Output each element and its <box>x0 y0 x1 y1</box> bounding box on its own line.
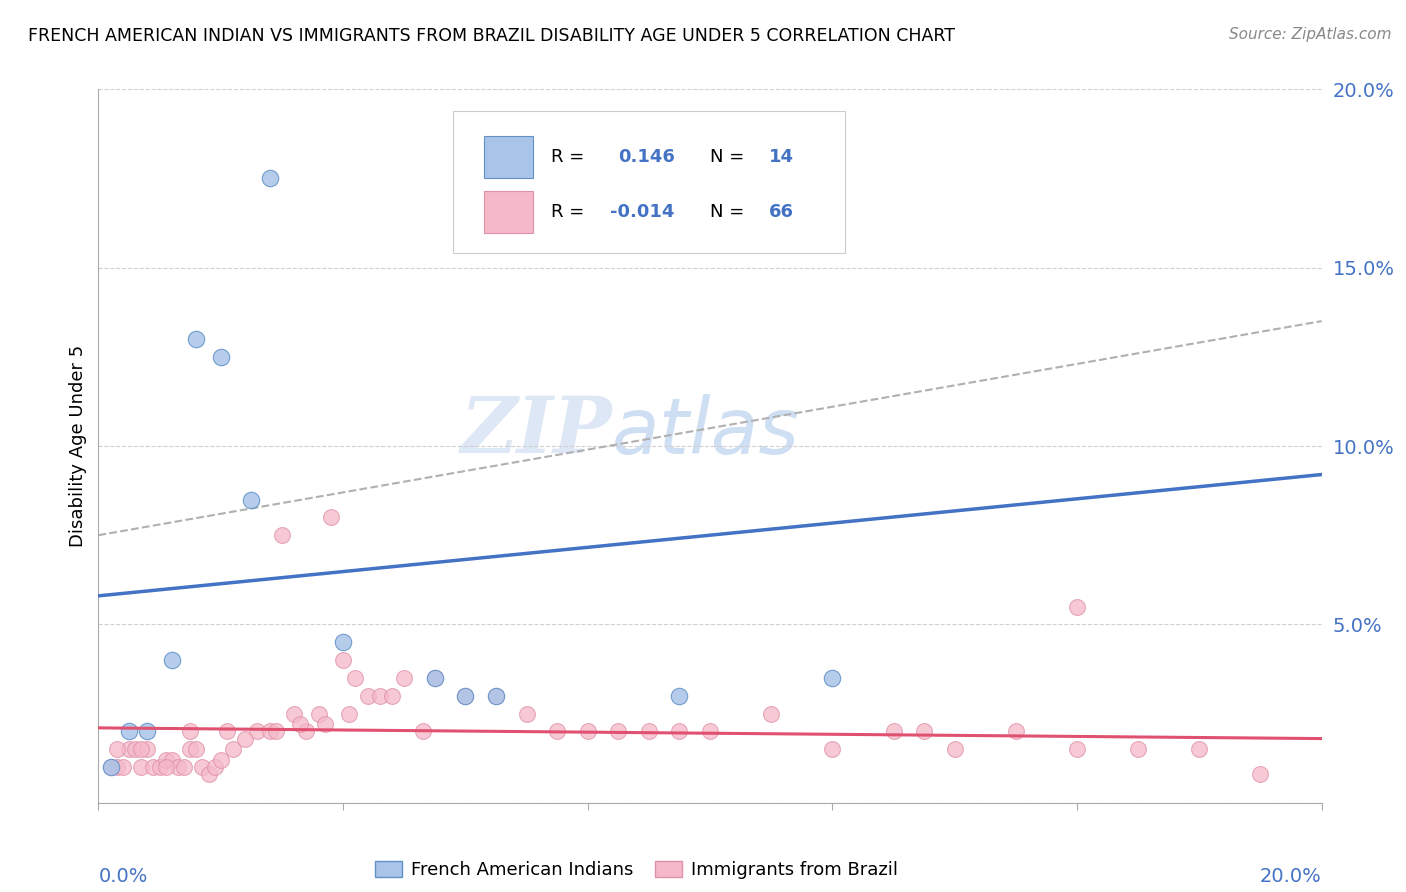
Point <box>160 653 183 667</box>
Point <box>186 742 208 756</box>
Point <box>129 742 152 756</box>
Point <box>759 706 782 721</box>
Point <box>1188 742 1211 756</box>
Point <box>668 724 690 739</box>
Point <box>392 671 416 685</box>
Point <box>1004 724 1026 739</box>
Point <box>943 742 966 756</box>
Point <box>1128 742 1150 756</box>
Point <box>546 724 568 739</box>
Point <box>381 689 404 703</box>
Bar <box>484 191 533 234</box>
Point <box>637 724 661 739</box>
Point <box>246 724 269 739</box>
Point <box>699 724 721 739</box>
Point <box>186 332 208 346</box>
Point <box>209 753 232 767</box>
Point <box>485 689 508 703</box>
Point <box>142 760 165 774</box>
Point <box>332 635 354 649</box>
Text: N =: N = <box>710 203 744 221</box>
Point <box>155 760 177 774</box>
Point <box>1066 742 1088 756</box>
Point <box>264 724 287 739</box>
Point <box>191 760 214 774</box>
Point <box>204 760 226 774</box>
Point <box>197 767 219 781</box>
Point <box>209 350 232 364</box>
Y-axis label: Disability Age Under 5: Disability Age Under 5 <box>69 345 87 547</box>
Text: atlas: atlas <box>612 393 800 470</box>
Point <box>337 706 360 721</box>
Point <box>290 717 312 731</box>
Point <box>215 724 238 739</box>
Point <box>179 742 201 756</box>
Point <box>344 671 367 685</box>
Point <box>412 724 434 739</box>
Text: FRENCH AMERICAN INDIAN VS IMMIGRANTS FROM BRAZIL DISABILITY AGE UNDER 5 CORRELAT: FRENCH AMERICAN INDIAN VS IMMIGRANTS FRO… <box>28 27 955 45</box>
Point <box>314 717 336 731</box>
Legend: French American Indians, Immigrants from Brazil: French American Indians, Immigrants from… <box>368 854 905 887</box>
Text: 66: 66 <box>769 203 794 221</box>
Point <box>912 724 935 739</box>
Point <box>883 724 905 739</box>
Point <box>270 528 292 542</box>
Point <box>319 510 342 524</box>
Text: 20.0%: 20.0% <box>1260 867 1322 886</box>
Bar <box>484 136 533 178</box>
Point <box>118 742 141 756</box>
Text: 14: 14 <box>769 148 794 166</box>
Point <box>160 753 183 767</box>
Point <box>259 171 281 186</box>
Point <box>423 671 446 685</box>
Point <box>118 724 141 739</box>
Point <box>124 742 146 756</box>
Point <box>454 689 477 703</box>
Point <box>485 689 508 703</box>
Point <box>1249 767 1271 781</box>
Point <box>222 742 245 756</box>
Text: 0.146: 0.146 <box>619 148 675 166</box>
Point <box>100 760 122 774</box>
Point <box>167 760 190 774</box>
Point <box>136 742 159 756</box>
Point <box>576 724 599 739</box>
Point <box>179 724 201 739</box>
Point <box>105 760 128 774</box>
Point <box>105 742 128 756</box>
Point <box>149 760 172 774</box>
Point <box>1066 599 1088 614</box>
Point <box>332 653 354 667</box>
Text: Source: ZipAtlas.com: Source: ZipAtlas.com <box>1229 27 1392 42</box>
Point <box>821 671 844 685</box>
Point <box>668 689 690 703</box>
Point <box>283 706 305 721</box>
Point <box>259 724 281 739</box>
Point <box>173 760 195 774</box>
Text: -0.014: -0.014 <box>610 203 673 221</box>
Point <box>233 731 256 746</box>
Point <box>155 753 177 767</box>
Point <box>111 760 134 774</box>
Point <box>516 706 538 721</box>
Point <box>240 492 263 507</box>
Point <box>136 724 159 739</box>
Point <box>356 689 378 703</box>
Text: R =: R = <box>551 203 585 221</box>
Point <box>129 760 152 774</box>
Text: R =: R = <box>551 148 585 166</box>
Point <box>454 689 477 703</box>
Point <box>295 724 318 739</box>
Point <box>607 724 630 739</box>
Point <box>423 671 446 685</box>
Text: N =: N = <box>710 148 744 166</box>
Point <box>368 689 391 703</box>
FancyBboxPatch shape <box>453 111 845 253</box>
Point <box>308 706 330 721</box>
Text: ZIP: ZIP <box>461 393 612 470</box>
Text: 0.0%: 0.0% <box>98 867 148 886</box>
Point <box>821 742 844 756</box>
Point <box>100 760 122 774</box>
